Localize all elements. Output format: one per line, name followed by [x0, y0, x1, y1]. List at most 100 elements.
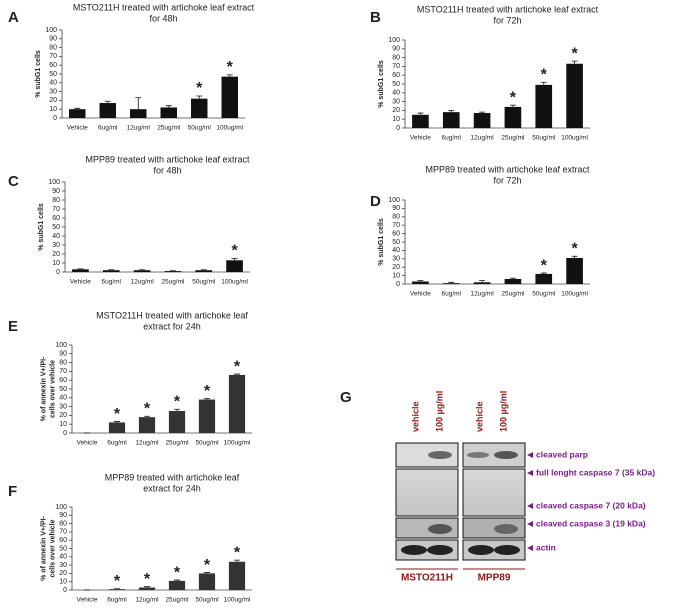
bar: [168, 411, 186, 433]
error-bar: [231, 258, 238, 261]
bar: [195, 270, 213, 272]
y-tick-label: 100: [45, 27, 57, 34]
y-tick-label: 30: [392, 256, 400, 263]
y-tick-label: 20: [392, 264, 400, 271]
error-bar: [144, 586, 150, 588]
y-axis-label: % subG1 cells: [378, 218, 385, 266]
y-tick-label: 70: [52, 206, 60, 213]
significance-marker: *: [234, 544, 241, 561]
error-bar: [165, 105, 172, 108]
y-tick-label: 90: [59, 512, 67, 519]
bar: [566, 63, 583, 129]
error-bar: [114, 421, 120, 423]
band-label: actin: [536, 542, 556, 552]
y-axis-label: cells over vehicle: [49, 519, 56, 577]
lane-label: vehicle: [410, 401, 420, 432]
y-axis-label: % of annexin V+/PI-: [40, 515, 47, 580]
error-bar: [448, 281, 455, 284]
error-bar: [417, 280, 424, 282]
x-tick-label: 6ug/ml: [101, 279, 121, 286]
x-tick-label: 100ug/ml: [224, 440, 251, 447]
error-bar: [204, 398, 210, 400]
significance-marker: *: [174, 564, 181, 581]
chart-title: for 48h: [153, 165, 181, 175]
y-tick-label: 20: [59, 570, 67, 577]
bar: [168, 580, 186, 590]
y-tick-label: 0: [53, 115, 57, 122]
significance-marker: *: [227, 59, 234, 76]
y-tick-label: 60: [59, 537, 67, 544]
blot-rows: [395, 442, 526, 561]
x-tick-label: Vehicle: [70, 279, 91, 286]
bar: [198, 573, 216, 590]
significance-marker: *: [174, 393, 181, 410]
x-tick-label: 100ug/ml: [216, 125, 243, 132]
x-tick-label: Vehicle: [410, 291, 431, 298]
y-tick-label: 90: [392, 205, 400, 212]
x-tick-label: 6ug/ml: [441, 291, 461, 298]
significance-marker: *: [144, 571, 151, 588]
x-tick-label: 25ug/ml: [157, 125, 181, 132]
significance-marker: *: [196, 80, 203, 97]
significance-marker: *: [541, 257, 548, 274]
x-tick-label: Vehicle: [77, 440, 98, 447]
x-tick-label: 25ug/ml: [161, 279, 185, 286]
x-tick-label: 6ug/ml: [98, 125, 118, 132]
significance-marker: *: [144, 400, 151, 417]
bar: [108, 422, 126, 433]
y-tick-label: 40: [52, 233, 60, 240]
x-tick-label: 50ug/ml: [188, 125, 212, 132]
chart-title: MSTO211H treated with artichoke leaf ext…: [73, 2, 255, 12]
bar: [69, 109, 86, 118]
y-tick-label: 90: [392, 46, 400, 53]
y-tick-label: 100: [55, 504, 67, 511]
y-tick-label: 50: [392, 81, 400, 88]
bar: [442, 283, 460, 284]
significance-marker: *: [571, 45, 578, 62]
error-bar: [448, 110, 455, 113]
y-tick-label: 50: [59, 386, 67, 393]
y-axis-label: % subG1 cells: [38, 203, 45, 251]
band-label: cleaved caspase 7 (20 kDa): [536, 500, 646, 510]
significance-marker: *: [541, 66, 548, 83]
x-tick-label: 50ug/ml: [195, 597, 219, 604]
y-tick-label: 100: [388, 197, 400, 204]
y-tick-label: 0: [63, 587, 67, 594]
bar: [164, 271, 182, 272]
y-tick-label: 10: [59, 421, 67, 428]
error-bar: [174, 408, 180, 411]
panel-letter: C: [8, 173, 19, 190]
band-label: cleaved caspase 3 (19 kDa): [536, 518, 646, 528]
y-tick-label: 100: [388, 37, 400, 44]
lane-label: vehicle: [474, 401, 484, 432]
x-tick-label: 100ug/ml: [221, 279, 248, 286]
bar: [228, 561, 246, 590]
y-tick-label: 40: [392, 247, 400, 254]
y-tick-label: 80: [52, 197, 60, 204]
y-tick-label: 60: [52, 215, 60, 222]
lane-label: 100 µg/ml: [498, 391, 508, 432]
significance-marker: *: [234, 358, 241, 375]
error-bar: [479, 111, 486, 114]
x-tick-label: 50ug/ml: [532, 291, 556, 298]
bar: [102, 270, 120, 272]
bar: [442, 112, 460, 128]
x-tick-label: 50ug/ml: [192, 279, 216, 286]
y-tick-label: 0: [396, 281, 400, 288]
y-tick-label: 40: [49, 80, 57, 87]
x-tick-label: 100ug/ml: [224, 597, 251, 604]
y-tick-label: 30: [52, 242, 60, 249]
y-tick-label: 90: [52, 188, 60, 195]
error-bar: [135, 97, 142, 110]
error-bar: [509, 104, 516, 107]
bar: [108, 589, 126, 590]
significance-marker: *: [114, 573, 121, 590]
error-bar: [204, 572, 210, 574]
y-tick-label: 60: [392, 72, 400, 79]
x-tick-label: 6ug/ml: [107, 597, 127, 604]
bar: [138, 417, 156, 433]
significance-marker: *: [204, 383, 211, 400]
bar: [133, 270, 151, 272]
error-bar: [234, 373, 240, 375]
